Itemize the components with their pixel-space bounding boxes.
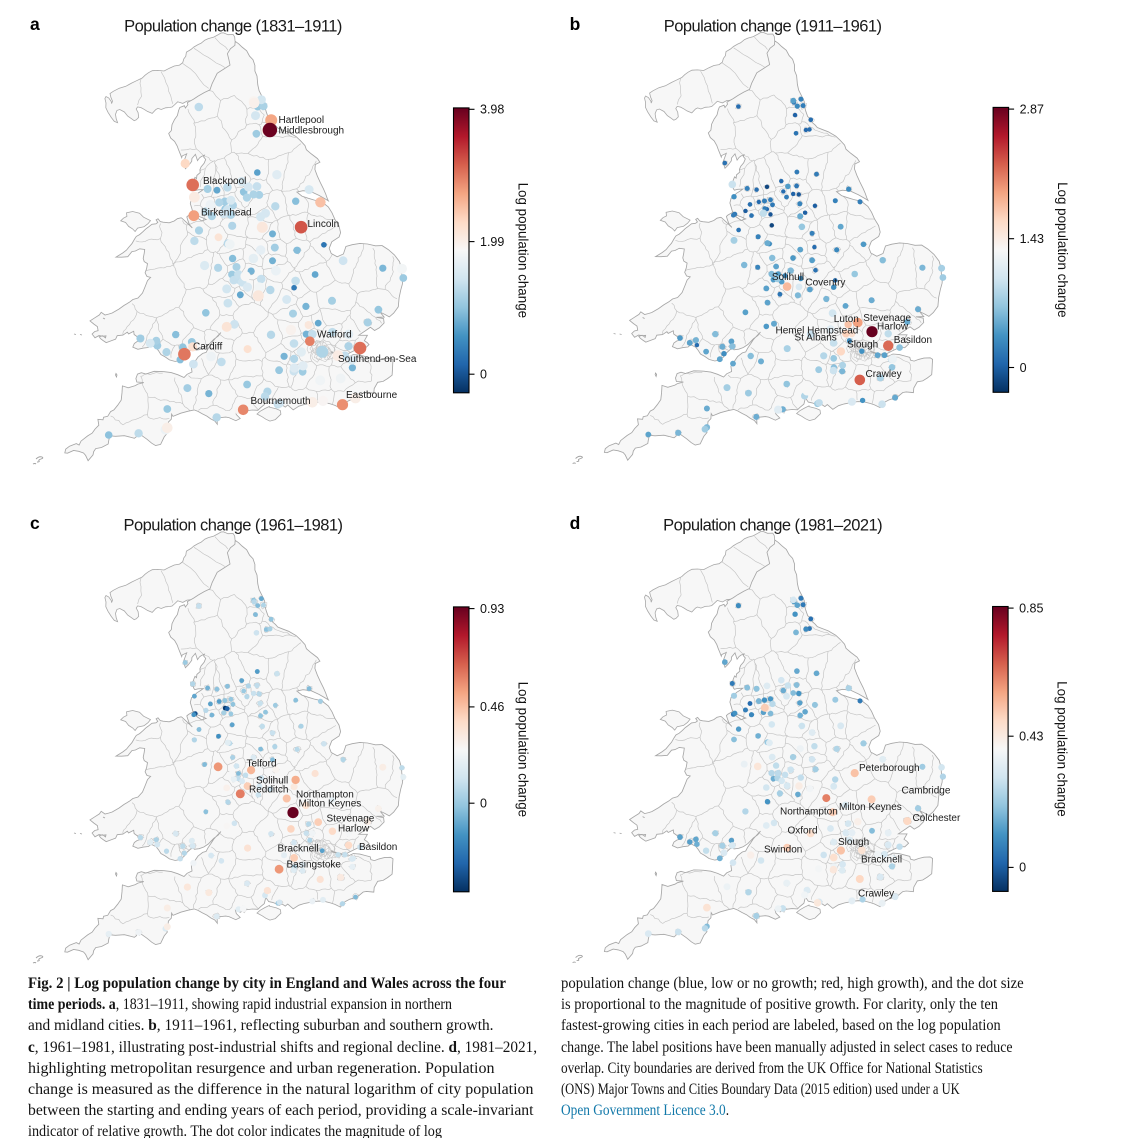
svg-text:b: b (570, 14, 581, 34)
svg-text:1.99: 1.99 (480, 235, 504, 249)
svg-text:Population change (1961–1981): Population change (1961–1981) (124, 517, 343, 535)
svg-text:Basildon: Basildon (894, 335, 932, 346)
svg-text:a: a (30, 14, 40, 34)
svg-text:Middlesbrough: Middlesbrough (279, 126, 345, 137)
svg-text:Redditch: Redditch (249, 785, 288, 796)
svg-text:Milton Keynes: Milton Keynes (839, 802, 902, 813)
svg-text:Telford: Telford (247, 759, 277, 770)
svg-text:0.43: 0.43 (1019, 730, 1043, 744)
svg-text:Population change (1911–1961): Population change (1911–1961) (664, 18, 882, 36)
svg-text:d: d (570, 513, 581, 533)
svg-text:Northampton: Northampton (780, 807, 838, 818)
svg-text:Log population change: Log population change (1055, 182, 1070, 318)
svg-text:0.93: 0.93 (480, 602, 504, 616)
svg-text:0: 0 (480, 368, 487, 382)
svg-text:0: 0 (1020, 361, 1027, 375)
svg-text:Cardiff: Cardiff (193, 342, 222, 353)
svg-text:Harlow: Harlow (877, 322, 909, 333)
svg-text:0.46: 0.46 (480, 700, 504, 714)
svg-text:Bracknell: Bracknell (278, 844, 319, 855)
svg-text:Birkenhead: Birkenhead (201, 207, 252, 218)
svg-text:Coventry: Coventry (805, 278, 845, 289)
svg-text:Hartlepool: Hartlepool (279, 115, 325, 126)
svg-text:Stevenage: Stevenage (863, 313, 911, 324)
svg-text:Southend-on-Sea: Southend-on-Sea (338, 354, 417, 365)
svg-text:c: c (30, 513, 40, 533)
svg-text:Milton Keynes: Milton Keynes (299, 799, 362, 810)
svg-text:Cambridge: Cambridge (902, 786, 951, 797)
svg-text:1.43: 1.43 (1020, 232, 1044, 246)
svg-text:Swindon: Swindon (764, 845, 802, 856)
svg-text:Crawley: Crawley (858, 889, 894, 900)
svg-text:0: 0 (1019, 861, 1026, 875)
svg-text:3.98: 3.98 (480, 103, 504, 117)
svg-text:Oxford: Oxford (788, 826, 818, 837)
svg-text:Basildon: Basildon (359, 842, 397, 853)
svg-text:Northampton: Northampton (296, 790, 354, 801)
svg-text:Log population change: Log population change (516, 183, 531, 319)
svg-text:Watford: Watford (317, 329, 352, 340)
svg-text:Eastbourne: Eastbourne (346, 390, 398, 401)
svg-text:Slough: Slough (838, 837, 869, 848)
svg-text:Basingstoke: Basingstoke (287, 860, 342, 871)
svg-text:Lincoln: Lincoln (308, 219, 340, 230)
svg-text:0.85: 0.85 (1019, 601, 1043, 615)
svg-text:Stevenage: Stevenage (327, 814, 375, 825)
svg-text:2.87: 2.87 (1020, 102, 1044, 116)
svg-text:Blackpool: Blackpool (203, 176, 246, 187)
svg-text:Colchester: Colchester (913, 813, 961, 824)
svg-text:Hemel Hempstead: Hemel Hempstead (776, 325, 859, 336)
svg-text:0: 0 (480, 797, 487, 811)
svg-text:Bournemouth: Bournemouth (251, 396, 311, 407)
svg-text:St Albans: St Albans (795, 333, 837, 344)
svg-text:Harlow: Harlow (338, 824, 370, 835)
svg-text:Log population change: Log population change (516, 682, 531, 818)
svg-text:Luton: Luton (834, 314, 859, 325)
svg-text:Peterborough: Peterborough (859, 763, 920, 774)
svg-text:Population change (1831–1911): Population change (1831–1911) (124, 18, 342, 36)
svg-text:Solihull: Solihull (256, 776, 288, 787)
svg-text:Solihull: Solihull (772, 272, 804, 283)
svg-text:Bracknell: Bracknell (861, 855, 902, 866)
svg-text:Slough: Slough (847, 340, 878, 351)
svg-text:Crawley: Crawley (866, 369, 902, 380)
svg-text:Population change (1981–2021): Population change (1981–2021) (663, 517, 882, 535)
svg-text:Log population change: Log population change (1055, 681, 1070, 817)
